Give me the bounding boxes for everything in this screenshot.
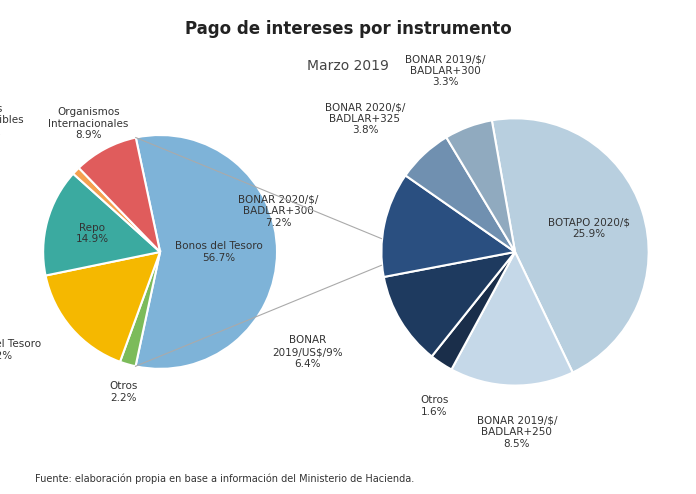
Text: Otros
1.6%: Otros 1.6% — [420, 395, 448, 416]
Text: Pago de intereses por instrumento: Pago de intereses por instrumento — [184, 20, 512, 38]
Wedge shape — [45, 252, 160, 362]
Wedge shape — [73, 168, 160, 252]
Wedge shape — [43, 174, 160, 276]
Text: BONAR 2020/$/
BADLAR+300
7.2%: BONAR 2020/$/ BADLAR+300 7.2% — [239, 195, 319, 228]
Wedge shape — [446, 121, 515, 252]
Wedge shape — [406, 137, 515, 252]
Text: Repo
14.9%: Repo 14.9% — [76, 223, 109, 245]
Wedge shape — [432, 252, 515, 370]
Wedge shape — [136, 135, 277, 369]
Wedge shape — [79, 137, 160, 252]
Text: BONAR 2020/$/
BADLAR+325
3.8%: BONAR 2020/$/ BADLAR+325 3.8% — [325, 102, 405, 135]
Text: Bonos del Tesoro
56.7%: Bonos del Tesoro 56.7% — [175, 241, 262, 263]
Wedge shape — [383, 252, 515, 356]
Text: BONAR
2019/US$/9%
6.4%: BONAR 2019/US$/9% 6.4% — [272, 335, 342, 369]
Text: BONAR 2019/$/
BADLAR+300
3.3%: BONAR 2019/$/ BADLAR+300 3.3% — [404, 54, 485, 87]
Wedge shape — [381, 175, 515, 277]
Wedge shape — [120, 252, 160, 366]
Text: Fuente: elaboración propia en base a información del Ministerio de Hacienda.: Fuente: elaboración propia en base a inf… — [35, 474, 414, 484]
Text: Letras del Tesoro
16.2%: Letras del Tesoro 16.2% — [0, 339, 41, 361]
Text: BOTAPO 2020/$
25.9%: BOTAPO 2020/$ 25.9% — [548, 217, 630, 239]
Text: Letras
Intransferibles
BCRA
1.1%: Letras Intransferibles BCRA 1.1% — [0, 104, 24, 149]
Text: Marzo 2019: Marzo 2019 — [307, 59, 389, 73]
Wedge shape — [492, 118, 649, 372]
Wedge shape — [452, 252, 573, 386]
Text: Organismos
Internacionales
8.9%: Organismos Internacionales 8.9% — [49, 107, 129, 140]
Text: Otros
2.2%: Otros 2.2% — [110, 381, 138, 403]
Text: BONAR 2019/$/
BADLAR+250
8.5%: BONAR 2019/$/ BADLAR+250 8.5% — [477, 415, 557, 449]
